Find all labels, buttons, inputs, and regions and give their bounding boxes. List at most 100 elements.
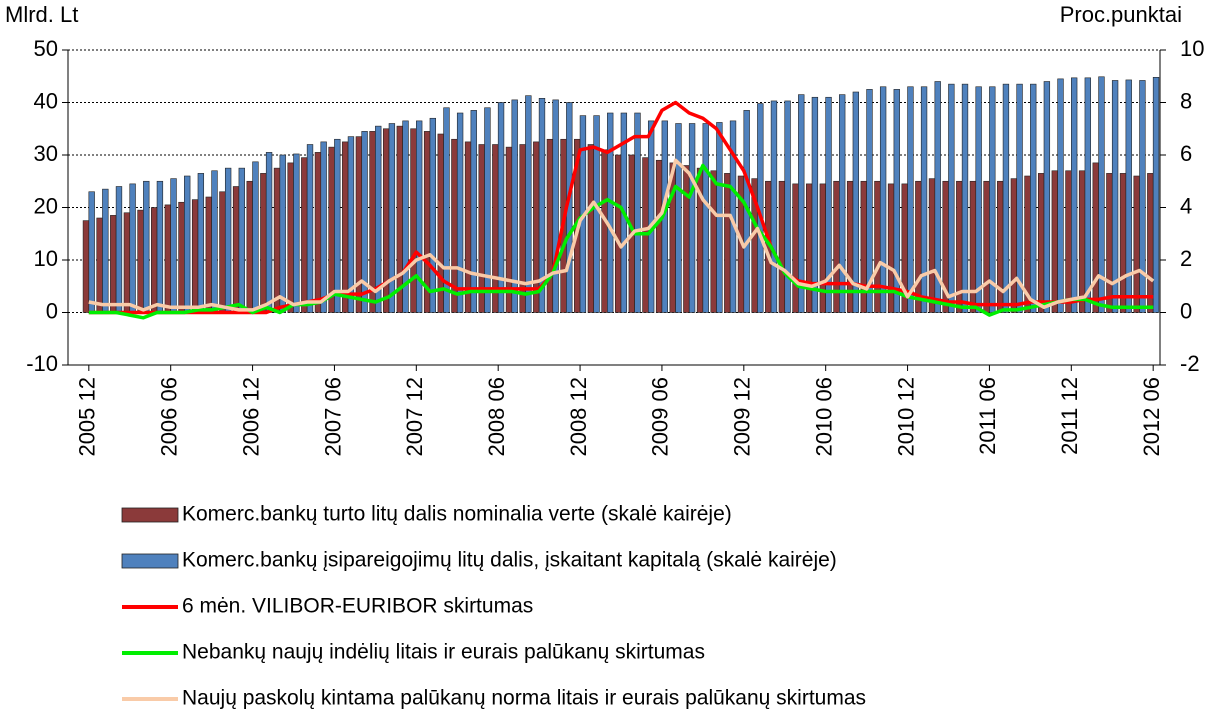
bar (361, 131, 368, 313)
bar (211, 170, 218, 313)
y-tick-label: 30 (34, 141, 58, 166)
bar (314, 152, 322, 313)
bar (1152, 77, 1160, 313)
y-tick-label: 50 (34, 36, 58, 61)
bar (1092, 162, 1099, 313)
bar (784, 100, 791, 313)
bar (464, 141, 472, 313)
line (88, 163, 1154, 320)
x-tick-label: 2012 06 (1139, 377, 1164, 457)
legend-swatch (121, 507, 179, 523)
bar (1111, 80, 1119, 313)
bar (533, 141, 540, 313)
bar (1043, 81, 1051, 313)
bar (369, 131, 376, 313)
bar (607, 112, 614, 313)
bar (879, 86, 887, 313)
bar (197, 173, 205, 313)
bar (587, 144, 595, 313)
bar (1051, 170, 1058, 313)
bar (893, 89, 900, 313)
bar (260, 173, 267, 313)
bar (1125, 79, 1132, 313)
bar (347, 136, 355, 313)
legend-label: Komerc.bankų turto litų dalis nominalia … (182, 503, 732, 526)
bar (702, 123, 709, 313)
y2-tick-label: 4 (1180, 193, 1192, 218)
bar (82, 220, 90, 313)
bar (151, 207, 158, 313)
x-tick-label: 2006 06 (157, 377, 182, 457)
bar (928, 178, 936, 313)
bar (634, 112, 641, 313)
bar (915, 180, 922, 313)
bar (1106, 173, 1113, 313)
bar (511, 99, 518, 313)
x-tick-label: 2011 06 (975, 377, 1000, 455)
bar (115, 186, 123, 313)
bar (328, 146, 335, 313)
legend-label: Naujų paskolų kintama palūkanų norma lit… (182, 687, 866, 710)
bar (552, 99, 559, 313)
bar (429, 117, 436, 313)
x-tick-label: 2007 06 (320, 377, 345, 457)
bar (238, 167, 245, 313)
bar (306, 144, 314, 313)
y-axis-title: Mlrd. Lt (5, 2, 78, 27)
bar (1139, 80, 1146, 313)
y2-tick-label: 6 (1180, 141, 1192, 166)
bar (437, 133, 444, 313)
y-tick-label: 40 (34, 88, 58, 113)
bar (724, 173, 731, 313)
bar (191, 199, 199, 313)
bar (920, 86, 928, 313)
bar (593, 115, 600, 313)
bar (388, 123, 396, 313)
bar (170, 178, 177, 313)
legend-label: Nebankų naujų indėlių litais ir eurais p… (182, 641, 705, 664)
bar (770, 100, 778, 313)
bar (1010, 178, 1018, 313)
x-tick-label: 2008 06 (484, 377, 509, 457)
bar (232, 186, 240, 313)
x-tick-label: 2008 12 (566, 377, 591, 457)
bar (224, 167, 232, 313)
bar (806, 183, 813, 313)
bar (1065, 170, 1072, 313)
bar (1071, 77, 1078, 313)
bar (614, 154, 622, 313)
bar (156, 180, 164, 313)
bar (907, 86, 914, 313)
bar (710, 170, 717, 313)
bar (205, 196, 212, 313)
y2-tick-label: 8 (1180, 88, 1192, 113)
bar (688, 123, 696, 313)
x-tick-label: 2010 12 (893, 377, 918, 457)
bar (655, 159, 663, 313)
bar (989, 86, 996, 313)
bar (934, 81, 941, 313)
bar (287, 162, 294, 313)
bar (456, 112, 464, 313)
bar (525, 95, 532, 313)
bar (1002, 83, 1010, 313)
bar (416, 120, 423, 313)
bar (129, 183, 136, 313)
bar (164, 204, 171, 313)
bar (601, 149, 608, 313)
y-tick-label: 20 (34, 193, 58, 218)
x-tick-label: 2009 06 (648, 377, 673, 457)
bar (123, 212, 131, 313)
y-tick-label: 10 (34, 246, 58, 271)
bar (320, 141, 327, 313)
bar (265, 152, 273, 313)
bar (96, 217, 103, 313)
bar (716, 122, 723, 313)
bar (839, 94, 846, 313)
bar (1147, 173, 1154, 313)
bar (1037, 173, 1045, 313)
bar (396, 125, 403, 313)
bar (334, 138, 341, 313)
y2-axis-title: Proc.punktai (1060, 2, 1182, 27)
bar (219, 191, 226, 313)
